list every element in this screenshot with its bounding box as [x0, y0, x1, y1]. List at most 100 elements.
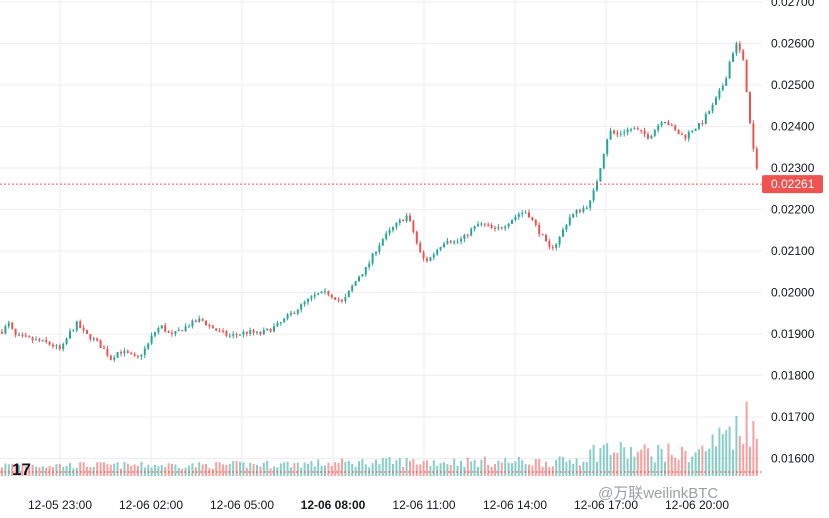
candle-body: [483, 223, 486, 225]
candle-body: [446, 240, 449, 244]
volume-bar: [599, 448, 602, 476]
volume-bar: [38, 467, 41, 476]
candle-body: [317, 293, 320, 295]
volume-bar: [660, 448, 663, 476]
volume-bar: [456, 465, 459, 476]
y-tick-label: 0.01600: [771, 452, 815, 466]
candle-body: [252, 330, 255, 333]
candle-body: [419, 243, 422, 253]
y-tick-label: 0.02600: [771, 37, 815, 51]
candle-body: [735, 43, 738, 54]
candle-body: [324, 290, 326, 292]
volume-bar: [500, 462, 503, 476]
candle-body: [354, 281, 357, 286]
candle-body: [531, 217, 534, 221]
candle-body: [52, 344, 54, 347]
volume-bar: [670, 454, 673, 476]
volume-bar: [123, 461, 126, 476]
candle-body: [725, 78, 728, 86]
candle-body: [409, 215, 411, 222]
candle-body: [35, 339, 37, 341]
volume-bar: [378, 464, 381, 476]
candle-body: [653, 130, 656, 136]
x-axis: 12-05 23:00 12-06 02:00 12-06 05:00 12-06 0…: [28, 498, 729, 512]
volume-bar: [745, 401, 748, 476]
volume-bar: [541, 466, 544, 476]
y-tick-label: 0.01900: [771, 327, 815, 341]
volume-bar: [507, 462, 510, 476]
candle-body: [99, 340, 102, 348]
candle-body: [307, 298, 309, 302]
volume-bar: [103, 462, 105, 476]
candle-body: [86, 330, 88, 334]
volume-bar: [653, 462, 656, 476]
candle-body: [708, 111, 711, 114]
volume-bar: [636, 451, 639, 476]
volume-bar: [228, 463, 231, 476]
y-tick-label: 0.02700: [771, 0, 815, 9]
y-tick-label: 0.02000: [771, 286, 815, 300]
candle-body: [242, 332, 245, 335]
candle-body: [147, 343, 150, 349]
volume-bar: [41, 466, 44, 476]
candle-body: [341, 299, 343, 302]
candle-body: [477, 224, 479, 227]
volume-bar: [371, 463, 374, 476]
candle-body: [160, 325, 163, 329]
volume-bar: [647, 448, 649, 476]
volume-bar: [266, 460, 269, 476]
volume-bar: [721, 434, 724, 476]
volume-bar: [198, 462, 201, 476]
volume-bar: [334, 461, 337, 476]
volume-bar: [245, 467, 248, 476]
candle-body: [728, 61, 731, 79]
candle-body: [385, 233, 388, 240]
candle-body: [21, 334, 24, 336]
candle-body: [143, 348, 146, 355]
volume-bar: [188, 465, 190, 476]
candle-body: [296, 309, 299, 314]
volume-bar: [11, 463, 14, 476]
volume-bar: [565, 461, 568, 476]
volume-bar: [130, 465, 133, 476]
candle-body: [201, 318, 204, 321]
volume-bar: [171, 463, 173, 476]
candle-body: [657, 125, 660, 131]
volume-bar: [317, 459, 320, 476]
candle-body: [599, 168, 602, 182]
volume-bar: [494, 463, 496, 476]
volume-bar: [738, 436, 741, 476]
candle-body: [184, 326, 187, 332]
volume-bar: [137, 465, 139, 476]
candle-body: [412, 221, 415, 232]
volume-bar: [218, 462, 221, 476]
volume-bar: [725, 430, 728, 476]
x-tick-label: 12-06 17:00: [574, 498, 638, 512]
y-tick-label: 0.02300: [771, 161, 815, 175]
candle-body: [351, 285, 354, 291]
candle-body: [432, 254, 435, 258]
candle-body: [623, 132, 626, 134]
candle-body: [480, 223, 483, 225]
volume-bar: [405, 457, 408, 476]
candle-body: [92, 338, 95, 340]
volume-bar: [412, 459, 415, 476]
candle-body: [208, 325, 211, 327]
volume-bar: [592, 444, 595, 476]
volume-bar: [242, 462, 245, 476]
candle-body: [687, 132, 690, 139]
candle-body: [426, 258, 428, 261]
candle-body: [691, 130, 694, 133]
candle-body: [133, 353, 136, 356]
last-price-tag: 0.02261: [762, 175, 823, 194]
volume-bar: [55, 464, 58, 476]
candle-body: [276, 323, 279, 327]
volume-bar: [344, 461, 347, 476]
candle-body: [109, 355, 112, 360]
volume-bar: [375, 459, 377, 476]
candle-body: [514, 216, 517, 221]
volume-bar: [534, 459, 537, 476]
candle-body: [715, 97, 717, 105]
candle-body: [45, 339, 48, 342]
